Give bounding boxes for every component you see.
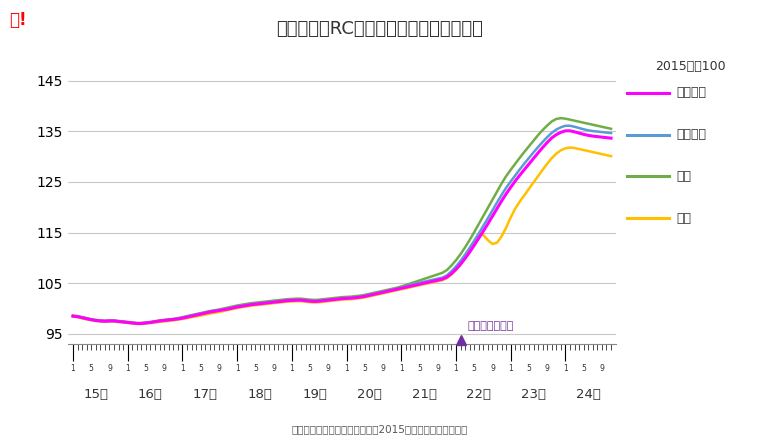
- Text: 集合住宅（RC造）の建築費指数【東京】: 集合住宅（RC造）の建築費指数【東京】: [277, 20, 483, 38]
- Text: 1: 1: [71, 364, 75, 373]
- Text: 15年: 15年: [84, 388, 108, 401]
- Text: 5: 5: [144, 364, 148, 373]
- Text: 工事原価: 工事原価: [676, 86, 706, 99]
- Text: 9: 9: [162, 364, 166, 373]
- Text: 5: 5: [198, 364, 203, 373]
- Text: 1: 1: [399, 364, 404, 373]
- Text: 16年: 16年: [138, 388, 163, 401]
- Text: 18年: 18年: [248, 388, 272, 401]
- Text: 9: 9: [326, 364, 331, 373]
- Text: 9: 9: [271, 364, 276, 373]
- Text: 純工事費: 純工事費: [676, 128, 706, 141]
- Text: 9: 9: [600, 364, 604, 373]
- Text: 5: 5: [253, 364, 258, 373]
- Text: 5: 5: [363, 364, 367, 373]
- Text: 1: 1: [180, 364, 185, 373]
- Text: 22年: 22年: [467, 388, 491, 401]
- Text: 19年: 19年: [302, 388, 327, 401]
- Text: 5: 5: [527, 364, 531, 373]
- Text: 1: 1: [235, 364, 239, 373]
- Text: 9: 9: [217, 364, 221, 373]
- Text: 5: 5: [308, 364, 312, 373]
- Text: 20年: 20年: [357, 388, 382, 401]
- Text: 9: 9: [107, 364, 112, 373]
- Text: 1: 1: [344, 364, 349, 373]
- Text: 1: 1: [290, 364, 294, 373]
- Text: 建築: 建築: [676, 170, 692, 183]
- Text: 5: 5: [417, 364, 422, 373]
- Text: 1: 1: [454, 364, 458, 373]
- Text: 17年: 17年: [193, 388, 217, 401]
- Text: ウクライナ侵攻: ウクライナ侵攻: [467, 321, 514, 331]
- Text: 1: 1: [508, 364, 513, 373]
- Text: 5: 5: [89, 364, 93, 373]
- Text: 設備: 設備: [676, 212, 692, 225]
- Text: 9: 9: [381, 364, 385, 373]
- Text: 5: 5: [581, 364, 586, 373]
- Text: 建設物価調査会「建築費指数（2015年基準）」を元に作成: 建設物価調査会「建築費指数（2015年基準）」を元に作成: [292, 424, 468, 434]
- Text: 1: 1: [125, 364, 130, 373]
- Text: 21年: 21年: [412, 388, 436, 401]
- Text: 23年: 23年: [521, 388, 546, 401]
- Text: 2015年＝100: 2015年＝100: [655, 60, 726, 72]
- Text: 9: 9: [545, 364, 549, 373]
- Text: 5: 5: [472, 364, 477, 373]
- Text: 9: 9: [435, 364, 440, 373]
- Text: マ!: マ!: [9, 11, 27, 29]
- Text: 9: 9: [490, 364, 495, 373]
- Text: 24年: 24年: [576, 388, 600, 401]
- Text: 1: 1: [563, 364, 568, 373]
